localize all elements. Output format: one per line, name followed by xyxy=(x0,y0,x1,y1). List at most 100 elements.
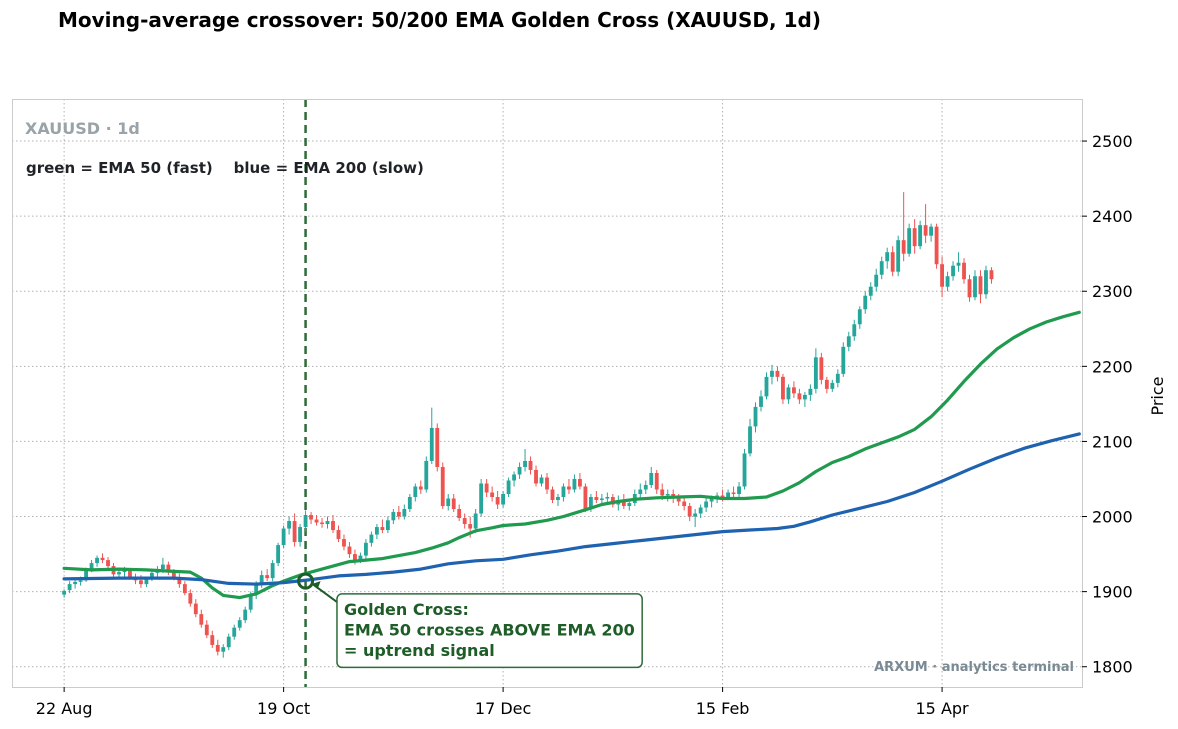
candle-body xyxy=(781,376,785,400)
candle xyxy=(929,223,934,242)
candle xyxy=(407,494,412,513)
candle-body xyxy=(369,534,374,543)
candle xyxy=(369,531,374,547)
candle xyxy=(583,483,588,513)
candle xyxy=(418,480,423,495)
candle-body xyxy=(407,497,412,510)
candle-body xyxy=(962,262,966,280)
candle xyxy=(567,478,571,495)
candle-body xyxy=(95,557,99,564)
candle-body xyxy=(396,512,401,517)
candle xyxy=(243,606,248,624)
candle-body xyxy=(106,560,110,567)
candle-body xyxy=(599,498,604,501)
candle-body xyxy=(835,373,840,383)
candle-body xyxy=(221,647,226,652)
candle xyxy=(523,448,527,472)
y-tick-label: 2000 xyxy=(1092,508,1133,527)
candle-body xyxy=(325,521,330,525)
candle xyxy=(956,252,961,272)
candle xyxy=(512,471,516,487)
candle-body xyxy=(534,469,538,484)
candle xyxy=(984,265,988,299)
candle-body xyxy=(770,370,774,377)
candle-body xyxy=(945,276,950,287)
candlestick-series xyxy=(62,192,994,658)
candle xyxy=(276,542,281,567)
candle xyxy=(374,524,379,540)
candle xyxy=(792,381,796,398)
candle-body xyxy=(457,509,462,519)
candle-body xyxy=(281,528,286,546)
candle-body xyxy=(418,486,423,490)
candle xyxy=(100,553,105,564)
candle-body xyxy=(797,393,802,400)
candle-body xyxy=(742,453,747,487)
candle-body xyxy=(731,492,736,495)
candle-body xyxy=(199,614,204,625)
candle-body xyxy=(139,580,143,585)
candle-body xyxy=(193,603,198,615)
candle xyxy=(396,506,401,520)
candle xyxy=(303,510,308,532)
candle-body xyxy=(314,519,319,523)
candle-body xyxy=(989,270,994,280)
candle-body xyxy=(265,575,270,579)
candle-body xyxy=(643,484,648,490)
candle-body xyxy=(171,572,176,579)
candle xyxy=(693,509,698,528)
y-tick-label: 2200 xyxy=(1092,357,1133,376)
annotation-layer: Golden Cross:EMA 50 crosses ABOVE EMA 20… xyxy=(297,572,643,669)
candle-body xyxy=(473,513,478,529)
candle-body xyxy=(583,486,588,510)
candle xyxy=(951,261,955,281)
candle-body xyxy=(545,477,549,490)
candle xyxy=(770,364,774,385)
candle-body xyxy=(588,497,593,510)
candle-body xyxy=(687,506,692,517)
candle-body xyxy=(84,569,88,581)
candle xyxy=(945,271,950,292)
candle xyxy=(347,542,352,558)
candle-body xyxy=(605,497,610,499)
candle-body xyxy=(122,570,127,573)
candle-body xyxy=(561,486,566,498)
candle xyxy=(737,481,741,498)
candle-body xyxy=(528,460,533,470)
candle-body xyxy=(665,494,670,496)
candle xyxy=(781,373,785,404)
candle-body xyxy=(852,324,857,337)
candle xyxy=(517,462,522,479)
x-tick-label: 17 Dec xyxy=(475,699,531,718)
candle xyxy=(934,223,939,269)
candle-body xyxy=(698,507,703,514)
candle-body xyxy=(709,498,714,502)
candle xyxy=(649,466,654,488)
candle-body xyxy=(523,460,527,467)
candle xyxy=(528,456,533,475)
candle-body xyxy=(649,472,654,485)
candle xyxy=(424,456,429,493)
y-tick-label: 1900 xyxy=(1092,583,1133,602)
candle-body xyxy=(89,563,94,570)
candle xyxy=(320,518,324,528)
candle xyxy=(380,519,385,534)
candle-body xyxy=(243,609,248,621)
candle-body xyxy=(940,264,944,287)
candle-body xyxy=(786,387,791,400)
crossover-marker xyxy=(297,572,315,590)
candle-body xyxy=(160,564,165,570)
candle-body xyxy=(918,225,923,247)
candle-body xyxy=(298,527,302,543)
candle-body xyxy=(429,427,434,461)
candle-body xyxy=(676,498,681,502)
candle-body xyxy=(210,635,215,645)
candle xyxy=(402,504,407,520)
candle xyxy=(786,384,791,404)
candle xyxy=(177,573,182,588)
candle-body xyxy=(792,387,796,394)
candle-body xyxy=(956,262,961,266)
candle-body xyxy=(638,489,643,495)
candle xyxy=(813,348,818,394)
